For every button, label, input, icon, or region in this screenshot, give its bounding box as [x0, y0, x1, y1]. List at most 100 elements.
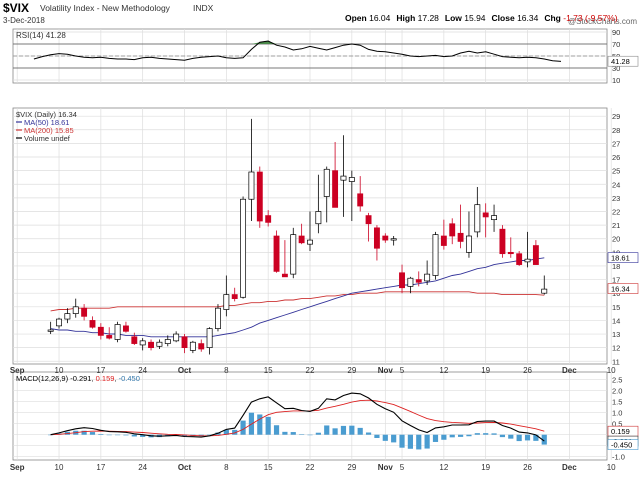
ohlc-label: High: [396, 13, 417, 23]
x-tick-label: 5: [400, 463, 405, 472]
symbol: $VIX: [3, 1, 29, 15]
candle-down: [440, 235, 447, 246]
macd-ytick-label: 2.0: [612, 387, 622, 396]
candle-up: [390, 238, 397, 241]
candle-down: [123, 325, 129, 332]
ohlc-value: 16.34: [517, 13, 539, 23]
price-ytick-label: 15: [612, 303, 620, 312]
price-ytick-label: 29: [612, 112, 620, 121]
candle-down: [298, 235, 305, 244]
candle-down: [399, 272, 405, 289]
macd-hist-bar: [332, 428, 338, 435]
price-last-label-box: [607, 252, 639, 263]
candle-up: [47, 329, 54, 332]
macd-line: [50, 392, 545, 442]
macd-hist-bar: [541, 434, 547, 445]
x-tick-label: 19: [481, 463, 490, 472]
macd-hist-bar: [432, 434, 439, 442]
candle-down: [281, 273, 288, 278]
macd-hist-bar: [89, 432, 96, 435]
candle-down: [198, 343, 205, 350]
price-legend-item: MA(200) 15.85: [24, 126, 74, 135]
macd-hist-bar: [416, 434, 422, 450]
candle-down: [265, 215, 272, 223]
x-tick-label: 8: [224, 366, 229, 375]
macd-hist-bar: [273, 425, 280, 435]
candle-up: [307, 239, 313, 245]
macd-hist-bar: [449, 434, 455, 438]
candle-down: [131, 336, 138, 344]
x-tick-label: 22: [306, 463, 315, 472]
price-ytick-label: 13: [612, 330, 620, 339]
macd-last-label: 0.159: [611, 427, 630, 436]
price-legend-item: $VIX (Daily) 16.34: [16, 110, 77, 119]
macd-ytick-label: 2.5: [612, 376, 622, 385]
x-tick-label: 12: [439, 366, 448, 375]
price-ytick-label: 27: [612, 139, 620, 148]
candle-down: [482, 212, 489, 218]
macd-ytick-label: -1.0: [612, 453, 625, 462]
x-tick-label: 29: [347, 366, 356, 375]
ohlc-readout: Open 16.04 High 17.28 Low 15.94 Close 16.34…: [345, 13, 618, 23]
macd-hist-bar: [407, 434, 413, 449]
ma50-line: [50, 257, 545, 338]
rsi-line: [33, 40, 562, 62]
candle-down: [532, 245, 539, 265]
price-ytick-label: 18: [612, 262, 620, 271]
macd-panel: -1.0-0.50.00.51.01.52.02.5MACD(12,26,9) …: [12, 371, 639, 462]
price-last-label: 18.61: [611, 254, 630, 263]
macd-hist-bar: [265, 416, 271, 435]
macd-hist-bar: [374, 434, 380, 438]
chart-header: $VIX Volatility Index - New Methodology …: [3, 1, 637, 26]
price-ytick-label: 11: [612, 357, 620, 366]
x-tick-label: Oct: [178, 463, 192, 472]
x-tick-label: Nov: [378, 463, 394, 472]
x-tick-label: 17: [96, 463, 105, 472]
candle-up: [315, 211, 322, 225]
candle-down: [332, 170, 339, 208]
macd-ytick-label: 0.5: [612, 420, 622, 429]
price-ytick-label: 26: [612, 153, 620, 162]
x-tick-label: 15: [264, 463, 273, 472]
brand: @StockCharts.com: [568, 17, 637, 26]
candle-up: [139, 340, 146, 346]
candle-down: [457, 232, 464, 242]
x-tick-label: 17: [96, 366, 105, 375]
candle-down: [89, 320, 96, 328]
price-ytick-label: 23: [612, 194, 620, 203]
candle-up: [290, 234, 297, 275]
macd-legend-name: MACD(12,26,9): [16, 374, 69, 383]
price-ytick-label: 24: [612, 180, 620, 189]
price-panel: 11121314151617181920212223242526272829$V…: [12, 107, 639, 366]
candle-down: [516, 253, 523, 265]
candle-down: [231, 294, 238, 299]
ohlc-item-high: High 17.28: [396, 13, 439, 23]
candle-up: [72, 306, 79, 314]
candle-down: [507, 251, 514, 255]
rsi-legend: RSI(14) 41.28: [16, 31, 66, 40]
candle-up: [114, 324, 121, 340]
rsi-ytick-label: 90: [612, 28, 620, 37]
macd-hist-bar: [315, 432, 321, 435]
candle-down: [382, 235, 389, 241]
x-tick-label: 22: [306, 366, 315, 375]
rsi-last-label: 41.28: [611, 57, 630, 66]
macd-legend-hist: -0.450: [119, 374, 140, 383]
price-ytick-label: 20: [612, 235, 620, 244]
macd-hist-bar: [508, 434, 514, 439]
price-ytick-label: 17: [612, 276, 620, 285]
candle-up: [424, 273, 431, 282]
macd-hist-bar: [391, 434, 397, 443]
x-tick-label: 24: [138, 463, 147, 472]
macd-hist-bar: [123, 434, 129, 436]
x-tick-label: 26: [523, 366, 532, 375]
macd-last-label-box: [607, 439, 639, 450]
macd-hist-bar: [290, 432, 296, 435]
x-tick-label: Sep: [10, 366, 25, 375]
macd-hist-bar: [499, 434, 506, 438]
macd-hist-bar: [140, 434, 146, 437]
x-tick-label: 10: [55, 366, 64, 375]
x-tick-label: 10: [55, 463, 64, 472]
price-ytick-label: 28: [612, 126, 620, 135]
candle-up: [206, 328, 213, 349]
